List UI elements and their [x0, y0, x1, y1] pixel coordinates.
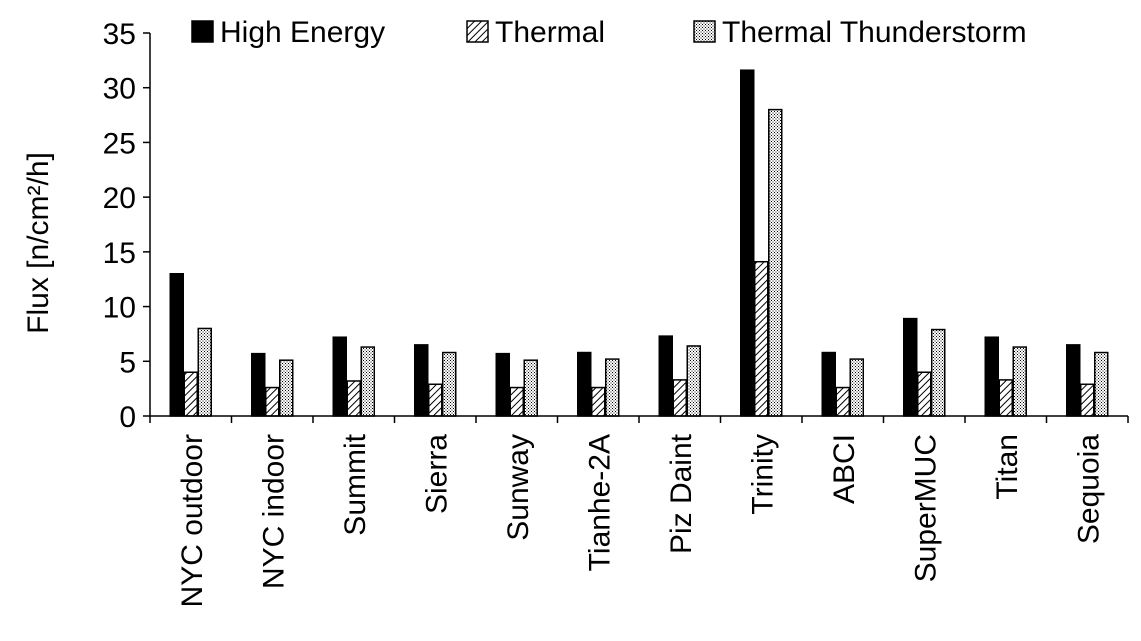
legend-swatch [191, 20, 214, 43]
bar [903, 317, 918, 417]
bar [658, 335, 673, 417]
bar [931, 328, 946, 417]
x-tick-label: NYC outdoor [176, 434, 209, 607]
bar [984, 336, 999, 417]
x-tick-label: Sequoia [1072, 434, 1105, 544]
bar [169, 272, 184, 417]
y-tick-label: 20 [103, 182, 136, 215]
legend-label: High Energy [220, 16, 385, 49]
bar [591, 386, 606, 417]
x-tick-label: SuperMUC [909, 434, 942, 582]
x-axis: NYC outdoor NYC indoor Summit Sierra Sunway T… [149, 416, 1129, 607]
bar-group [251, 352, 294, 417]
bar-group [903, 317, 946, 417]
bar [768, 108, 783, 417]
bar-group [577, 351, 620, 417]
y-tick-label: 0 [119, 401, 136, 434]
legend-item: High Energy [191, 16, 385, 49]
x-tick-label: Tianhe-2A [583, 434, 616, 571]
legend-label: Thermal [495, 16, 605, 49]
bar [577, 351, 592, 417]
bar [754, 260, 769, 417]
bar [197, 327, 212, 417]
legend-swatch [466, 20, 489, 43]
bar [251, 352, 266, 417]
bar [1080, 383, 1095, 417]
legend: High Energy Thermal Thermal Thunderstorm [191, 16, 1027, 49]
bar [495, 352, 510, 417]
bars [169, 69, 1109, 417]
bar [346, 380, 361, 417]
x-tick-label: Piz Daint [665, 433, 698, 554]
axes [149, 33, 1128, 417]
x-tick-label: NYC indoor [257, 434, 290, 589]
legend-label: Thermal Thunderstorm [722, 16, 1027, 49]
bar [672, 379, 687, 417]
bar [279, 359, 294, 417]
bar [917, 371, 932, 417]
y-tick-label: 35 [103, 18, 136, 51]
bar [998, 379, 1013, 417]
bar [1094, 351, 1109, 417]
bar-group [169, 272, 212, 417]
bar [1012, 346, 1027, 417]
bar [428, 383, 443, 417]
bar-group [821, 351, 864, 417]
y-tick-label: 25 [103, 127, 136, 160]
bar [442, 351, 457, 417]
bar [523, 359, 538, 417]
bar [183, 371, 198, 417]
bar [605, 358, 620, 417]
bar [509, 386, 524, 417]
x-tick-label: Sunway [502, 434, 535, 541]
x-tick-label: Summit [339, 433, 372, 535]
legend-item: Thermal [466, 16, 605, 49]
bar-group [414, 344, 457, 417]
bar-group [984, 336, 1027, 417]
y-tick-label: 15 [103, 237, 136, 270]
y-tick-label: 30 [103, 73, 136, 106]
y-tick-label: 10 [103, 292, 136, 325]
bar-group [740, 69, 783, 417]
y-tick-label: 5 [119, 346, 136, 379]
bar [835, 386, 850, 417]
x-tick-label: Sierra [420, 434, 453, 514]
bar [265, 386, 280, 417]
x-tick-label: Titan [991, 434, 1024, 500]
bar-group [495, 352, 538, 417]
legend-item: Thermal Thunderstorm [693, 16, 1027, 49]
bar-group [332, 336, 375, 417]
bar [686, 345, 701, 417]
bar [360, 346, 375, 417]
bar [1066, 344, 1081, 417]
legend-swatch [693, 20, 716, 43]
x-tick-label: Trinity [746, 434, 779, 515]
bar-group [658, 335, 701, 417]
x-tick-label: ABCI [828, 434, 861, 504]
y-axis-title: Flux [n/cm²/h] [22, 152, 55, 334]
bar [740, 69, 755, 417]
bar [332, 336, 347, 417]
bar [849, 358, 864, 417]
bar [821, 351, 836, 417]
y-axis: 0 5 10 15 20 25 30 35 [103, 18, 150, 434]
bar [414, 344, 429, 417]
bar-group [1066, 344, 1109, 417]
